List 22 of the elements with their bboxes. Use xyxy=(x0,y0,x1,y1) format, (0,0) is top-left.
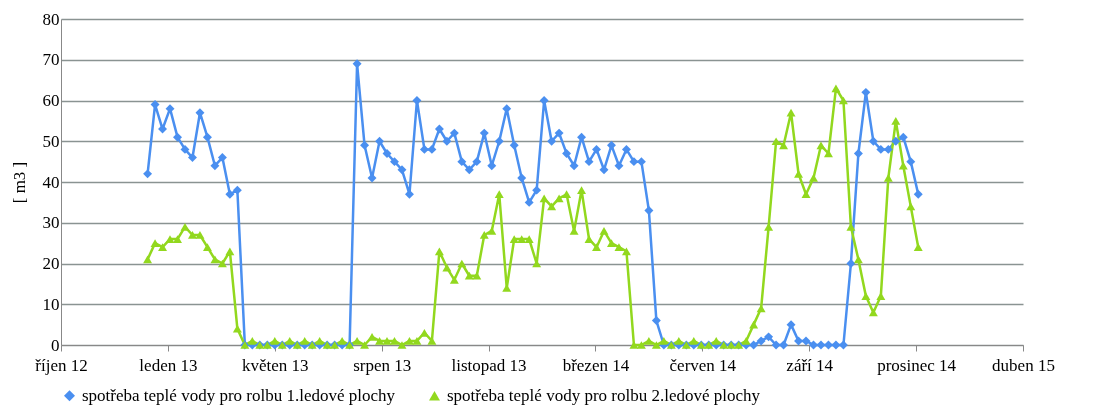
legend-label: spotřeba teplé vody pro rolbu 2.ledové plochy xyxy=(447,385,761,405)
x-tick-label: září 14 xyxy=(786,355,834,375)
x-tick-label: červen 14 xyxy=(669,355,737,375)
x-tick-label: leden 13 xyxy=(139,355,198,375)
legend-label: spotřeba teplé vody pro rolbu 1.ledové plochy xyxy=(82,385,396,405)
y-axis-title: [ m3 ] xyxy=(9,161,29,204)
y-tick-label: 80 xyxy=(42,9,60,29)
y-tick-label: 10 xyxy=(42,294,60,314)
x-tick-label: květen 13 xyxy=(241,355,309,375)
y-tick-label: 50 xyxy=(42,131,60,151)
y-tick-label: 30 xyxy=(42,213,60,233)
x-tick-label: listopad 13 xyxy=(451,355,527,375)
x-tick-label: prosinec 14 xyxy=(877,355,957,375)
x-tick-label: říjen 12 xyxy=(35,355,88,375)
x-tick-label: srpen 13 xyxy=(353,355,412,375)
y-tick-label: 0 xyxy=(51,335,60,355)
y-tick-label: 70 xyxy=(42,50,60,70)
y-tick-label: 60 xyxy=(42,91,60,110)
y-tick-label: 20 xyxy=(42,254,60,273)
x-tick-label: duben 15 xyxy=(992,355,1055,375)
y-tick-label: 40 xyxy=(42,172,60,192)
x-tick-label: březen 14 xyxy=(562,355,630,375)
